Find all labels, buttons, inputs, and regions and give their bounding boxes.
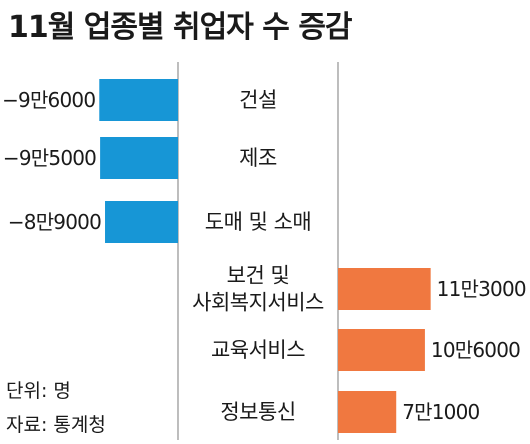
category-label-5: 정보통신 <box>220 400 295 424</box>
unit-note: 단위: 명 <box>6 380 71 402</box>
value-label-1: −9만5000 <box>3 146 96 170</box>
bar-1 <box>100 137 178 179</box>
value-label-0: −9만6000 <box>2 88 95 112</box>
category-label-3-0: 보건 및 <box>227 264 290 288</box>
category-label-4: 교육서비스 <box>211 338 305 362</box>
category-label-3-1: 사회복지서비스 <box>192 291 324 315</box>
source-note: 자료: 통계청 <box>6 414 106 436</box>
chart-title: 11월 업종별 취업자 수 증감 <box>8 10 353 45</box>
bar-0 <box>99 79 178 121</box>
value-label-3: 11만3000 <box>437 277 526 301</box>
value-label-5: 7만1000 <box>402 400 479 424</box>
category-label-0: 건설 <box>239 88 277 112</box>
value-label-2: −8만9000 <box>8 210 101 234</box>
value-label-4: 10만6000 <box>431 338 520 362</box>
bar-2 <box>105 201 178 243</box>
bar-5 <box>338 391 397 433</box>
category-label-1: 제조 <box>239 146 277 170</box>
category-label-2: 도매 및 소매 <box>205 210 311 234</box>
bar-4 <box>338 329 425 371</box>
bar-3 <box>338 268 431 310</box>
